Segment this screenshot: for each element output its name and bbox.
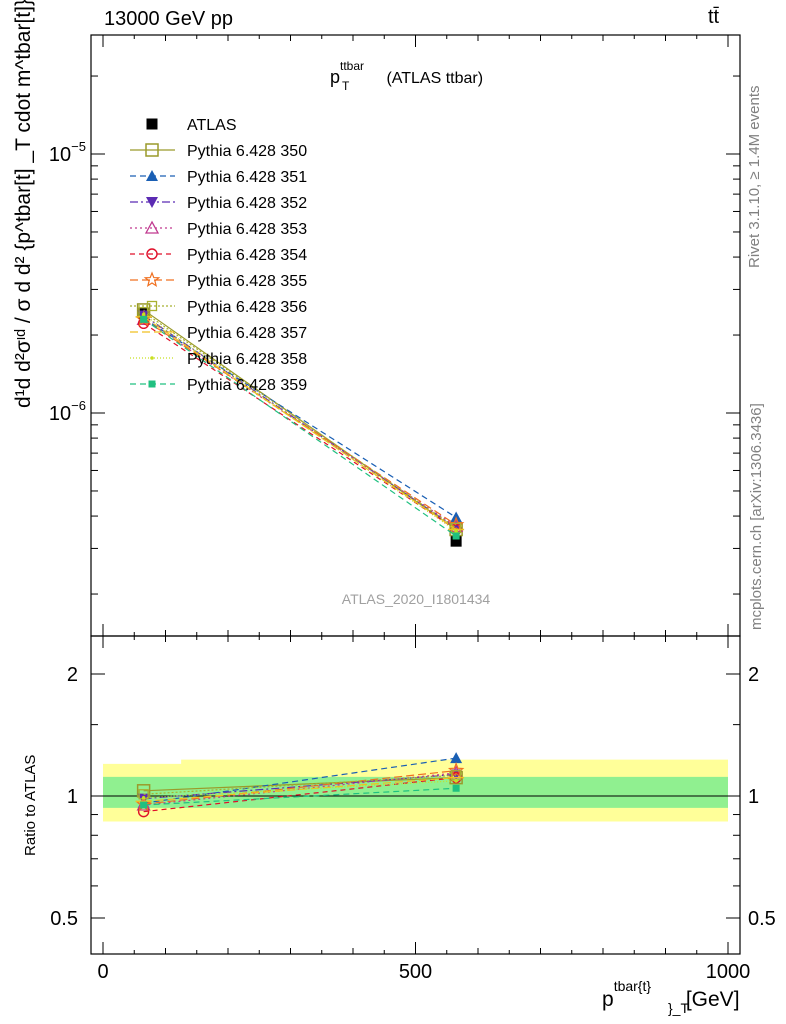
legend-marker-4 — [144, 220, 160, 234]
y-tick-label-ratio-2: 2 — [67, 664, 78, 686]
y-tick-label-ratio-right-1: 1 — [748, 786, 759, 808]
main-point-9-0 — [141, 312, 146, 317]
y-tick-label-exp: −6 — [71, 398, 86, 413]
ratio-point-8-1 — [454, 779, 458, 783]
legend-label-7: Pythia 6.428 356 — [187, 299, 307, 316]
ratio-series-line-9 — [143, 787, 457, 806]
main-series-line-10 — [143, 318, 457, 537]
legend-label-0: ATLAS — [187, 117, 237, 134]
legend-marker-2 — [146, 170, 158, 181]
plot-title-rest: (ATLAS ttbar) — [382, 70, 483, 87]
x-axis-label-sup: tbar{t} — [614, 978, 652, 994]
watermark-analysis-id: ATLAS_2020_I1801434 — [342, 591, 491, 607]
x-axis-label-sub: }_T — [668, 1000, 689, 1016]
ratio-point-5-1 — [447, 761, 465, 778]
ratio-point-1-1 — [450, 752, 463, 764]
x-tick-label-1000: 1000 — [706, 961, 751, 983]
ratio-point-9-1 — [452, 784, 460, 792]
mcplots-reference-label: mcplots.cern.ch [arXiv:1306.3436] — [748, 403, 765, 630]
main-series-line-9 — [143, 314, 457, 532]
legend-label-2: Pythia 6.428 351 — [187, 169, 307, 186]
legend-marker-0 — [146, 118, 158, 130]
header-process-label: 13000 GeV pp — [104, 8, 233, 30]
ratio-series-line-6 — [143, 774, 457, 795]
header-final-state-label: tt̄ — [708, 6, 720, 28]
ratio-series-line-1 — [143, 757, 457, 804]
main-series-line-2 — [143, 317, 457, 518]
y-tick-label-main--6: 10−6 — [49, 398, 86, 425]
plot-title-sub: T — [342, 79, 350, 93]
main-point-10-1 — [452, 532, 460, 540]
legend-marker-9 — [150, 356, 154, 360]
legend-label-10: Pythia 6.428 359 — [187, 377, 307, 394]
legend-marker-7 — [146, 300, 158, 312]
rivet-version-label: Rivet 3.1.10, ≥ 1.4M events — [746, 85, 763, 269]
legend-marker-6 — [143, 271, 161, 288]
ratio-series-line-5 — [143, 770, 457, 805]
x-axis-label-rest: [GeV] — [680, 988, 740, 1011]
x-tick-label-500: 500 — [399, 961, 432, 983]
main-series-line-7 — [143, 311, 457, 529]
main-series-line-6 — [143, 318, 457, 526]
ratio-series-line-8 — [143, 780, 457, 799]
main-point-0-1 — [450, 535, 462, 547]
legend-label-8: Pythia 6.428 357 — [187, 325, 307, 342]
y-tick-label-ratio-1: 1 — [67, 786, 78, 808]
legend-marker-1 — [145, 143, 159, 157]
main-series-line-8 — [143, 316, 457, 530]
legend-label-6: Pythia 6.428 355 — [187, 273, 307, 290]
ratio-y-axis-label: Ratio to ATLAS — [22, 754, 39, 856]
main-y-axis-label-text: d¹d d²σᶦᵈ / σ d d² {p^tbar[t] _T cdot m^… — [12, 0, 35, 408]
ratio-point-9-0 — [140, 801, 148, 809]
ratio-series-line-4 — [143, 777, 457, 813]
legend-marker-3 — [146, 197, 158, 208]
legend-label-1: Pythia 6.428 350 — [187, 143, 307, 160]
ratio-point-8-0 — [141, 795, 146, 800]
legend-label-5: Pythia 6.428 354 — [187, 247, 307, 264]
legend-label-9: Pythia 6.428 358 — [187, 351, 307, 368]
y-tick-label-ratio-0.5: 0.5 — [50, 908, 78, 930]
x-axis-label: ptbar{t}}_T [GeV] — [602, 978, 740, 1016]
main-point-10-0 — [140, 315, 148, 323]
y-tick-label-exp: −5 — [71, 139, 86, 154]
main-y-axis-label: d¹d d²σᶦᵈ / σ d d² {p^tbar[t] _T cdot m^… — [12, 0, 36, 408]
main-point-9-1 — [454, 529, 458, 533]
x-tick-label-0: 0 — [97, 961, 108, 983]
legend-marker-5 — [146, 248, 158, 260]
y-tick-label-ratio-right-0.5: 0.5 — [748, 908, 776, 930]
ratio-band-1 — [103, 776, 728, 808]
legend-marker-10 — [148, 380, 156, 388]
y-tick-label-main--5: 10−5 — [49, 139, 86, 166]
main-point-6-1 — [447, 516, 465, 532]
legend-label-3: Pythia 6.428 352 — [187, 195, 307, 212]
legend-label-4: Pythia 6.428 353 — [187, 221, 307, 238]
plot-title-sup: ttbar — [340, 59, 364, 73]
y-tick-label-ratio-right-2: 2 — [748, 664, 759, 686]
plot-title: pttbar T (ATLAS ttbar) — [330, 59, 483, 93]
